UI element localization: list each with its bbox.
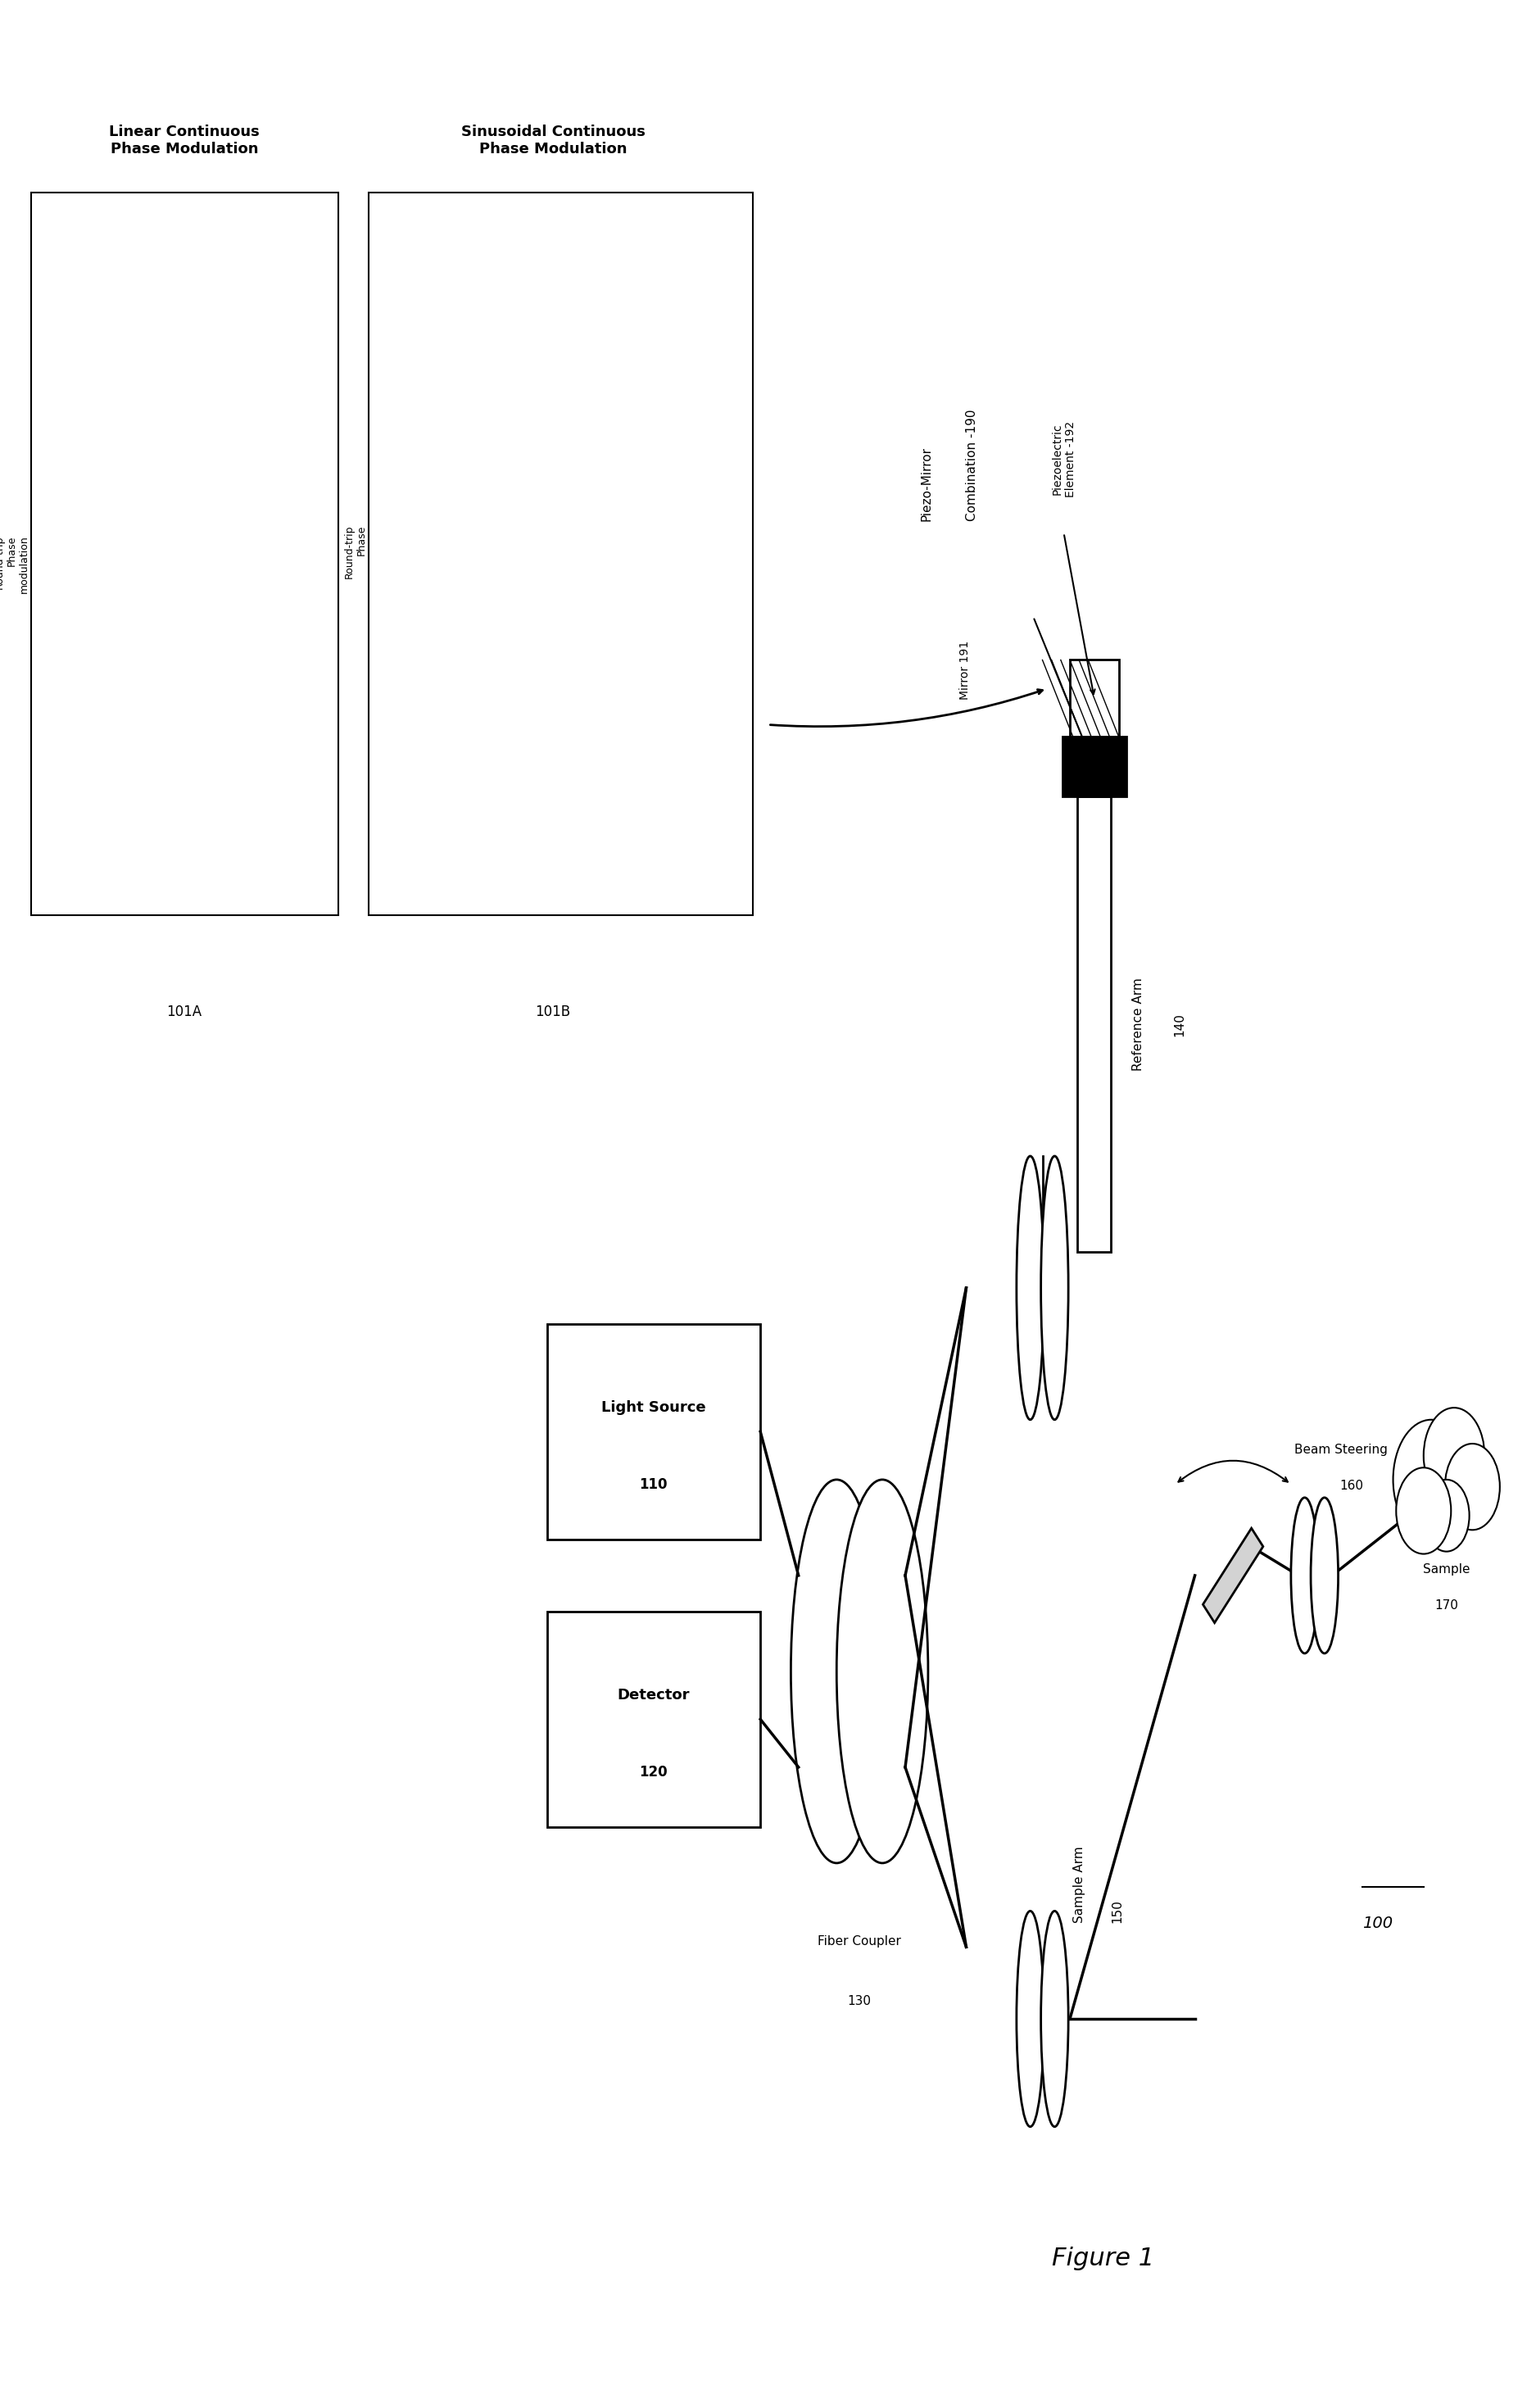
Text: Combination -190: Combination -190 <box>966 409 978 520</box>
Polygon shape <box>1203 1529 1263 1623</box>
Text: Mirror 191: Mirror 191 <box>958 641 971 701</box>
Text: Light Source: Light Source <box>602 1401 707 1416</box>
Text: Sample Arm: Sample Arm <box>1074 1847 1086 1924</box>
Text: 100: 100 <box>1362 1914 1393 1931</box>
Ellipse shape <box>1017 1156 1044 1421</box>
Ellipse shape <box>1310 1498 1338 1654</box>
Ellipse shape <box>1290 1498 1318 1654</box>
Text: Piezoelectric
Element -192: Piezoelectric Element -192 <box>1052 421 1077 496</box>
Text: 150: 150 <box>1111 1900 1123 1924</box>
Text: Linear Continuous
Phase Modulation: Linear Continuous Phase Modulation <box>109 125 260 157</box>
Text: Beam Steering: Beam Steering <box>1293 1442 1387 1457</box>
Text: Time: Time <box>687 848 717 860</box>
Text: 140: 140 <box>1174 1011 1186 1035</box>
Bar <box>547 1611 760 1828</box>
Circle shape <box>1424 1479 1470 1551</box>
Bar <box>1077 797 1111 1252</box>
Text: Fiber Coupler: Fiber Coupler <box>817 1936 902 1948</box>
Bar <box>1063 737 1126 797</box>
Bar <box>1071 660 1118 737</box>
Ellipse shape <box>791 1479 882 1864</box>
Text: Round-trip
Phase
modulation: Round-trip Phase modulation <box>0 535 29 592</box>
Text: 101A: 101A <box>166 1004 203 1019</box>
Ellipse shape <box>1041 1156 1069 1421</box>
Text: Reference Arm: Reference Arm <box>1132 978 1144 1072</box>
Circle shape <box>1396 1466 1452 1553</box>
Circle shape <box>1393 1421 1470 1539</box>
Text: Sample: Sample <box>1422 1563 1470 1575</box>
Text: 101B: 101B <box>536 1004 571 1019</box>
Text: 170: 170 <box>1435 1599 1458 1611</box>
Text: Piezo-Mirror: Piezo-Mirror <box>920 445 932 520</box>
Text: Sinusoidal Continuous
Phase Modulation: Sinusoidal Continuous Phase Modulation <box>461 125 645 157</box>
Bar <box>547 1324 760 1539</box>
Text: Time: Time <box>280 828 310 840</box>
Text: 130: 130 <box>848 1994 871 2008</box>
Ellipse shape <box>1041 1912 1069 2126</box>
Ellipse shape <box>1017 1912 1044 2126</box>
Circle shape <box>1445 1445 1499 1529</box>
Text: 160: 160 <box>1339 1479 1364 1491</box>
Text: Figure 1: Figure 1 <box>1052 2247 1155 2271</box>
Text: 110: 110 <box>639 1476 668 1493</box>
Text: Detector: Detector <box>617 1688 690 1702</box>
Ellipse shape <box>837 1479 928 1864</box>
Circle shape <box>1424 1409 1485 1503</box>
Text: 120: 120 <box>639 1765 668 1780</box>
Text: Round-trip
Phase
modulation: Round-trip Phase modulation <box>344 525 379 583</box>
